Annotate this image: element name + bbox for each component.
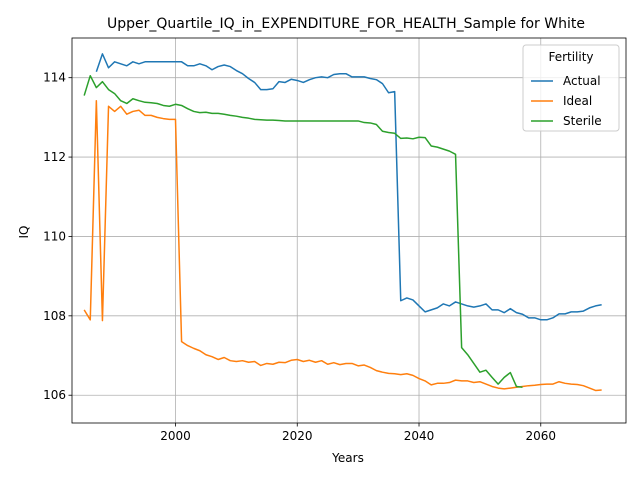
axes-frame — [71, 37, 627, 424]
plot-area: 2000 2020 2040 2060 106 108 110 112 114 — [43, 37, 627, 443]
x-tick-label: 2060 — [525, 429, 556, 443]
x-tick-label: 2040 — [404, 429, 435, 443]
series-line-actual — [95, 53, 602, 321]
chart-title: Upper_Quartile_IQ_in_EXPENDITURE_FOR_HEA… — [107, 16, 585, 32]
legend-title: Fertility — [548, 50, 593, 64]
x-tick-label: 2020 — [282, 429, 313, 443]
y-tick-label: 110 — [43, 229, 66, 243]
legend-label-ideal: Ideal — [563, 94, 592, 108]
legend-label-sterile: Sterile — [563, 114, 602, 128]
legend: Fertility Actual Ideal Sterile — [522, 44, 620, 132]
y-tick-label: 112 — [43, 150, 66, 164]
series-line-sterile — [83, 74, 523, 389]
series-line-ideal — [83, 99, 602, 392]
legend-label-actual: Actual — [563, 74, 601, 88]
y-axis-label: IQ — [17, 226, 31, 239]
y-tick-label: 114 — [43, 71, 66, 85]
legend-box — [522, 44, 620, 132]
y-tick-label: 108 — [43, 309, 66, 323]
x-axis-label: Years — [331, 451, 364, 465]
y-tick-label: 106 — [43, 388, 66, 402]
x-tick-label: 2000 — [160, 429, 191, 443]
